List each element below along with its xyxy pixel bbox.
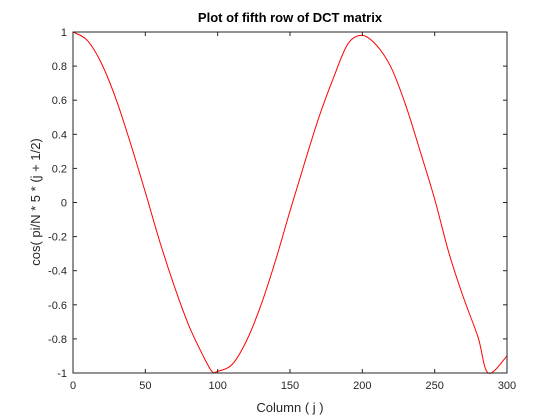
x-axis-label: Column ( j ) bbox=[256, 400, 323, 415]
axes-background bbox=[73, 32, 507, 373]
y-axis-label: cos( pi/N * 5 * (j + 1/2) bbox=[28, 138, 43, 266]
y-tick-label: 0 bbox=[61, 198, 67, 210]
y-tick-label: -0.2 bbox=[48, 232, 67, 244]
x-tick-label: 150 bbox=[281, 380, 299, 392]
x-tick-label: 100 bbox=[208, 380, 226, 392]
x-tick-label: 50 bbox=[139, 380, 151, 392]
series-layer bbox=[72, 31, 508, 374]
chart-title: Plot of fifth row of DCT matrix bbox=[198, 10, 383, 25]
y-tick-label: 0.2 bbox=[52, 163, 67, 175]
y-tick-label: -0.4 bbox=[48, 266, 67, 278]
y-tick-label: 0.8 bbox=[52, 61, 67, 73]
x-axis-ticks: 0 50 100 150 200 250 300 bbox=[70, 32, 516, 392]
x-tick-label: 300 bbox=[498, 380, 516, 392]
y-tick-label: -1 bbox=[57, 368, 67, 380]
y-tick-label: -0.6 bbox=[48, 300, 67, 312]
x-tick-label: 0 bbox=[70, 380, 76, 392]
x-tick-label: 250 bbox=[425, 380, 443, 392]
x-tick-label: 200 bbox=[353, 380, 371, 392]
y-tick-label: -0.8 bbox=[48, 334, 67, 346]
y-tick-label: 0.4 bbox=[52, 129, 67, 141]
y-axis-ticks: -1 -0.8 -0.6 -0.4 -0.2 0 0.2 0.4 0.6 0.8 1 bbox=[48, 27, 507, 380]
y-tick-label: 1 bbox=[61, 27, 67, 39]
series-line bbox=[72, 31, 508, 374]
y-tick-label: 0.6 bbox=[52, 95, 67, 107]
